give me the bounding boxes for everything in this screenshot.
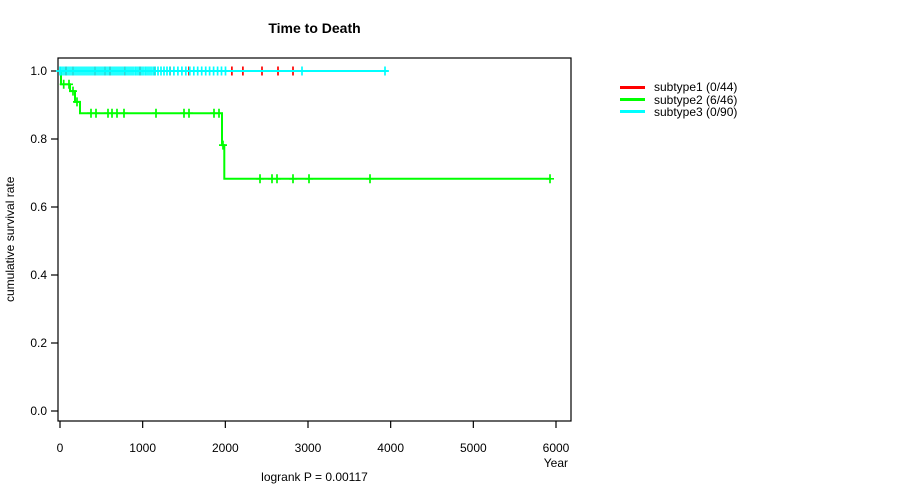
y-tick-label: 1.0 — [30, 64, 47, 78]
x-tick-label: 0 — [56, 441, 64, 455]
series-curve-2 — [60, 70, 551, 180]
logrank-p-value-annotation: logrank P = 0.00117 — [261, 470, 368, 484]
x-tick-label: 1000 — [129, 441, 156, 455]
legend-item-subtype2: subtype2 (6/46) — [620, 92, 738, 107]
y-tick-label: 0.6 — [30, 200, 47, 214]
y-tick-label: 0.8 — [30, 132, 47, 146]
y-tick-label: 0.0 — [30, 404, 47, 418]
censor-marks-2 — [59, 79, 554, 184]
legend-item-subtype3: subtype3 (0/90) — [620, 106, 737, 118]
legend: subtype1 (0/44) subtype2 (6/46) subtype3 (… — [620, 81, 737, 118]
y-tick-label: 0.2 — [30, 336, 47, 350]
legend-item-label: subtype1 (0/44) — [654, 80, 738, 95]
x-tick-label: 6000 — [542, 441, 570, 455]
censor-marks-3 — [56, 66, 389, 76]
chart-title: Time to Death — [268, 20, 361, 36]
x-tick-label: 3000 — [294, 441, 322, 455]
legend-line-swatch — [620, 98, 645, 102]
plot-box — [57, 57, 572, 422]
legend-item-subtype1: subtype1 (0/44) — [620, 81, 737, 93]
legend-item-label: subtype3 (0/90) — [654, 104, 738, 119]
x-tick-label: 2000 — [211, 441, 239, 455]
legend-item-label: subtype2 (6/46) — [654, 92, 738, 107]
x-axis-title: Year — [543, 456, 568, 470]
x-tick-label: 5000 — [459, 441, 487, 455]
y-axis-title: cumulative survival rate — [3, 176, 17, 303]
x-tick-label: 4000 — [377, 441, 404, 455]
legend-line-swatch — [620, 110, 645, 114]
legend-line-swatch — [620, 85, 645, 89]
y-tick-label: 0.4 — [30, 268, 47, 282]
